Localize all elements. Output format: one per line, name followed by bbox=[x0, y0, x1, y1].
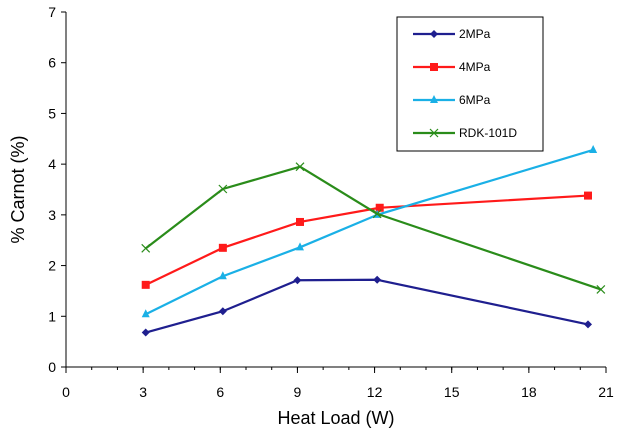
data-point bbox=[373, 275, 382, 284]
data-point bbox=[584, 320, 592, 329]
marker-stroke bbox=[141, 243, 151, 253]
marker-stroke bbox=[596, 284, 606, 294]
y-tick-label: 7 bbox=[48, 4, 56, 20]
y-tick-label: 2 bbox=[48, 258, 56, 274]
legend-marker bbox=[430, 30, 438, 38]
data-point bbox=[596, 284, 606, 294]
x-tick-label: 18 bbox=[521, 384, 537, 400]
x-tick-label: 21 bbox=[598, 384, 614, 400]
y-tick-label: 6 bbox=[48, 55, 56, 71]
legend-label: RDK-101D bbox=[459, 126, 517, 140]
y-tick-label: 0 bbox=[48, 359, 56, 375]
series-2mpa bbox=[141, 275, 592, 337]
series-rdk-101d bbox=[141, 162, 606, 294]
data-point bbox=[372, 209, 382, 219]
data-point bbox=[218, 184, 228, 194]
data-point bbox=[141, 280, 150, 289]
y-tick-label: 3 bbox=[48, 207, 56, 223]
legend-label: 2MPa bbox=[459, 27, 491, 41]
y-axis-title: % Carnot (%) bbox=[8, 135, 28, 243]
legend-marker bbox=[430, 95, 438, 103]
legend-item: RDK-101D bbox=[413, 126, 517, 140]
legend-label: 6MPa bbox=[459, 93, 491, 107]
legend-item: 6MPa bbox=[413, 93, 491, 107]
y-tick-label: 1 bbox=[48, 308, 56, 324]
series-line bbox=[145, 278, 589, 334]
marker-stroke bbox=[372, 209, 382, 219]
legend: 2MPa 4MPa 6MPa RDK-101D bbox=[396, 16, 544, 152]
marker-stroke bbox=[429, 128, 439, 138]
series-line bbox=[145, 165, 602, 291]
x-axis-title: Heat Load (W) bbox=[277, 408, 394, 428]
legend-label: 4MPa bbox=[459, 60, 491, 74]
data-point bbox=[296, 217, 304, 226]
data-point bbox=[584, 191, 592, 200]
legend-marker bbox=[429, 128, 439, 138]
x-tick-label: 0 bbox=[62, 384, 70, 400]
data-point bbox=[589, 144, 598, 153]
data-point bbox=[218, 307, 227, 316]
data-point bbox=[141, 309, 150, 318]
series-line bbox=[145, 148, 594, 316]
data-point bbox=[296, 242, 304, 251]
x-tick-label: 15 bbox=[444, 384, 460, 400]
x-tick-label: 12 bbox=[367, 384, 383, 400]
legend-item: 4MPa bbox=[413, 60, 491, 74]
marker-stroke bbox=[295, 162, 305, 172]
x-tick-label: 6 bbox=[216, 384, 224, 400]
data-point bbox=[293, 276, 302, 285]
series-layer bbox=[141, 144, 606, 337]
x-tick-label: 9 bbox=[294, 384, 302, 400]
legend-box bbox=[396, 16, 544, 152]
data-point bbox=[141, 243, 151, 253]
data-point bbox=[295, 162, 305, 172]
legend-marker bbox=[430, 63, 438, 71]
series-4mpa bbox=[141, 191, 592, 289]
data-point bbox=[375, 203, 384, 212]
data-point bbox=[141, 328, 150, 337]
legend-item: 2MPa bbox=[413, 27, 491, 41]
series-line bbox=[145, 194, 589, 286]
y-tick-label: 4 bbox=[48, 156, 56, 172]
marker-stroke bbox=[218, 184, 228, 194]
series-6mpa bbox=[141, 144, 598, 318]
x-tick-label: 3 bbox=[139, 384, 147, 400]
data-point bbox=[218, 243, 227, 252]
y-tick-label: 5 bbox=[48, 105, 56, 121]
data-point bbox=[218, 271, 227, 280]
